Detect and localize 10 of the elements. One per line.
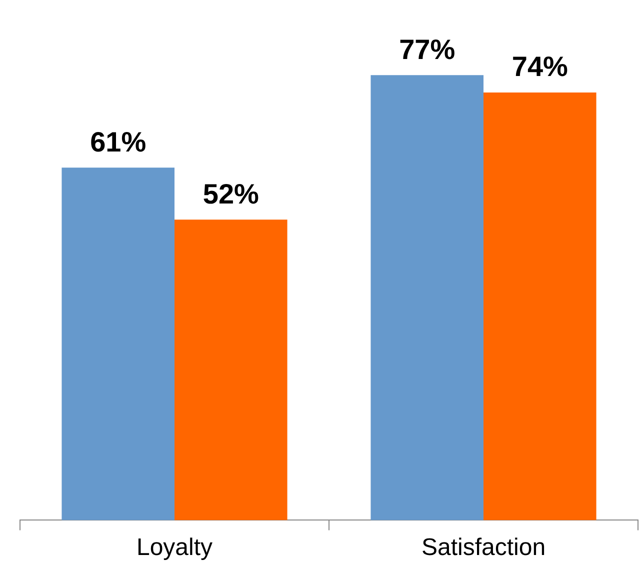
bar [62,168,174,520]
bar [484,92,596,520]
data-label: 77% [399,34,456,65]
x-tick-label: Satisfaction [421,534,546,562]
x-tick-label: Loyalty [136,534,213,562]
bar [370,75,484,520]
bar [174,220,288,520]
data-label: 74% [512,51,568,82]
data-label: 61% [90,126,146,158]
data-label: 52% [202,178,260,210]
